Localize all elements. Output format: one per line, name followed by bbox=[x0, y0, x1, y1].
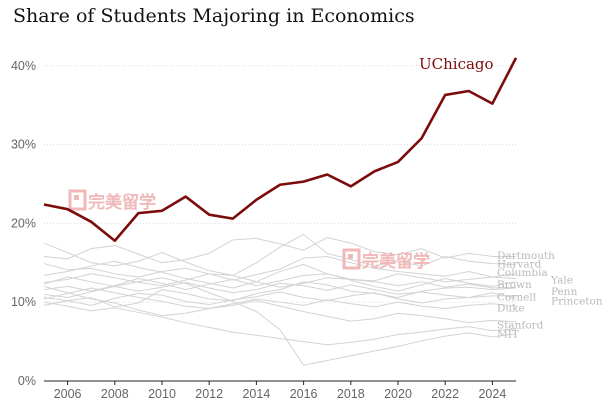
series-label-penn: Penn bbox=[551, 286, 578, 298]
watermark-icon bbox=[68, 189, 87, 211]
series-line-unlabeled bbox=[43, 277, 517, 366]
x-tick-label: 2022 bbox=[431, 387, 459, 401]
x-tick-label: 2012 bbox=[195, 387, 223, 401]
x-tick-label: 2024 bbox=[478, 387, 506, 401]
y-tick-label: 10% bbox=[11, 295, 36, 309]
series-label-yale: Yale bbox=[550, 274, 573, 286]
series-label-cornell: Cornell bbox=[497, 292, 537, 304]
series-label-stanford: Stanford bbox=[497, 319, 544, 331]
y-tick-label: 0% bbox=[18, 374, 36, 388]
series-line-penn bbox=[43, 273, 517, 289]
series-line-dartmouth bbox=[43, 237, 516, 264]
tick-labels: 0% 10% 20% 30% 40% 2006 2008 2010 2012 2014 2016 20… bbox=[11, 59, 506, 401]
watermark-icon bbox=[342, 248, 361, 270]
highlight-series-layer: UChicago bbox=[43, 55, 518, 243]
series-label-harvard: Harvard bbox=[497, 259, 542, 271]
x-tick-label: 2018 bbox=[337, 387, 365, 401]
series-line-mit bbox=[43, 301, 517, 346]
series-label-mit: MIT bbox=[497, 329, 519, 341]
watermark-text: 完美留学 bbox=[88, 192, 156, 213]
x-tick-label: 2020 bbox=[384, 387, 412, 401]
series-line-harvard bbox=[43, 233, 517, 276]
watermark-text: 完美留学 bbox=[362, 251, 430, 272]
x-tick-label: 2010 bbox=[148, 387, 176, 401]
x-tick-label: 2006 bbox=[54, 387, 82, 401]
y-tick-label: 40% bbox=[11, 59, 36, 73]
x-tick-label: 2016 bbox=[290, 387, 318, 401]
series-label-dartmouth: Dartmouth bbox=[497, 250, 555, 262]
x-tick-label: 2014 bbox=[242, 387, 270, 401]
watermark-icon-dot bbox=[74, 195, 79, 200]
series-label-brown: Brown bbox=[497, 279, 532, 291]
series-label-columbia: Columbia bbox=[497, 267, 548, 279]
y-tick-label: 30% bbox=[11, 138, 36, 152]
series-line-cornell bbox=[43, 291, 516, 306]
chart-title: Share of Students Majoring in Economics bbox=[13, 5, 415, 27]
watermark-icon-dot bbox=[348, 254, 353, 259]
series-label-uchicago: UChicago bbox=[419, 55, 494, 73]
series-line-columbia bbox=[43, 255, 517, 281]
watermark-logo: 完美留学 bbox=[68, 189, 156, 213]
series-line-uchicago bbox=[43, 57, 518, 243]
series-label-princeton: Princeton bbox=[551, 296, 603, 308]
series-line-stanford bbox=[43, 285, 517, 324]
watermark-logo: 完美留学 bbox=[342, 248, 430, 272]
x-tick-label: 2008 bbox=[101, 387, 129, 401]
grid-layer bbox=[44, 65, 516, 303]
series-label-duke: Duke bbox=[497, 303, 525, 315]
series-line-duke bbox=[43, 287, 517, 310]
series-line-unlabeled bbox=[43, 260, 517, 292]
series-line-princeton bbox=[43, 276, 517, 299]
y-tick-label: 20% bbox=[11, 216, 36, 230]
